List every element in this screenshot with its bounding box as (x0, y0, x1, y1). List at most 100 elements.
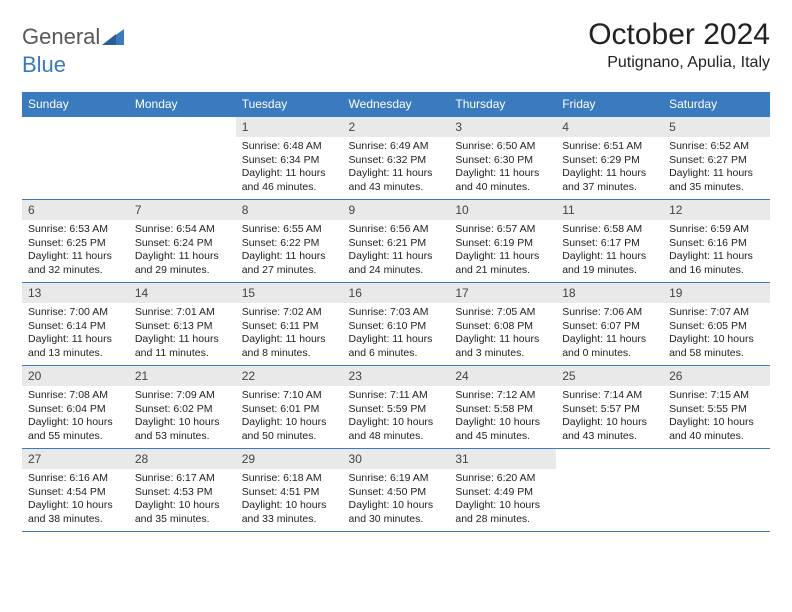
day-number: 8 (236, 200, 343, 220)
sunrise-text: Sunrise: 6:56 AM (349, 223, 444, 237)
calendar-cell: 22Sunrise: 7:10 AMSunset: 6:01 PMDayligh… (236, 366, 343, 449)
calendar-cell: 5Sunrise: 6:52 AMSunset: 6:27 PMDaylight… (663, 117, 770, 200)
day-details: Sunrise: 6:50 AMSunset: 6:30 PMDaylight:… (449, 137, 556, 199)
sunrise-text: Sunrise: 6:52 AM (669, 140, 764, 154)
sunrise-text: Sunrise: 7:03 AM (349, 306, 444, 320)
calendar-row: ..1Sunrise: 6:48 AMSunset: 6:34 PMDaylig… (22, 117, 770, 200)
sunrise-text: Sunrise: 7:09 AM (135, 389, 230, 403)
weekday-header: Wednesday (343, 92, 450, 117)
daylight-text: Daylight: 11 hours and 37 minutes. (562, 167, 657, 194)
sunset-text: Sunset: 6:05 PM (669, 320, 764, 334)
sunrise-text: Sunrise: 7:01 AM (135, 306, 230, 320)
day-details: Sunrise: 6:59 AMSunset: 6:16 PMDaylight:… (663, 220, 770, 282)
sunset-text: Sunset: 6:32 PM (349, 154, 444, 168)
daylight-text: Daylight: 10 hours and 55 minutes. (28, 416, 123, 443)
day-number: 24 (449, 366, 556, 386)
calendar-cell: 29Sunrise: 6:18 AMSunset: 4:51 PMDayligh… (236, 449, 343, 532)
daylight-text: Daylight: 11 hours and 13 minutes. (28, 333, 123, 360)
calendar-cell: 19Sunrise: 7:07 AMSunset: 6:05 PMDayligh… (663, 283, 770, 366)
sunrise-text: Sunrise: 6:58 AM (562, 223, 657, 237)
calendar-cell: 4Sunrise: 6:51 AMSunset: 6:29 PMDaylight… (556, 117, 663, 200)
day-details: Sunrise: 7:07 AMSunset: 6:05 PMDaylight:… (663, 303, 770, 365)
day-details: Sunrise: 6:52 AMSunset: 6:27 PMDaylight:… (663, 137, 770, 199)
calendar-cell: 20Sunrise: 7:08 AMSunset: 6:04 PMDayligh… (22, 366, 129, 449)
day-number: 9 (343, 200, 450, 220)
sunset-text: Sunset: 4:51 PM (242, 486, 337, 500)
daylight-text: Daylight: 10 hours and 58 minutes. (669, 333, 764, 360)
daylight-text: Daylight: 10 hours and 43 minutes. (562, 416, 657, 443)
sunset-text: Sunset: 6:27 PM (669, 154, 764, 168)
sunrise-text: Sunrise: 6:49 AM (349, 140, 444, 154)
calendar-cell: 24Sunrise: 7:12 AMSunset: 5:58 PMDayligh… (449, 366, 556, 449)
calendar-row: 13Sunrise: 7:00 AMSunset: 6:14 PMDayligh… (22, 283, 770, 366)
sunrise-text: Sunrise: 7:06 AM (562, 306, 657, 320)
sunset-text: Sunset: 6:30 PM (455, 154, 550, 168)
calendar-cell: 16Sunrise: 7:03 AMSunset: 6:10 PMDayligh… (343, 283, 450, 366)
daylight-text: Daylight: 11 hours and 6 minutes. (349, 333, 444, 360)
weekday-header: Saturday (663, 92, 770, 117)
calendar-cell: 28Sunrise: 6:17 AMSunset: 4:53 PMDayligh… (129, 449, 236, 532)
day-number: 23 (343, 366, 450, 386)
day-details: Sunrise: 6:58 AMSunset: 6:17 PMDaylight:… (556, 220, 663, 282)
weekday-header: Sunday (22, 92, 129, 117)
sunrise-text: Sunrise: 6:50 AM (455, 140, 550, 154)
sunrise-text: Sunrise: 7:05 AM (455, 306, 550, 320)
weekday-header: Friday (556, 92, 663, 117)
day-details: Sunrise: 7:09 AMSunset: 6:02 PMDaylight:… (129, 386, 236, 448)
day-number: 18 (556, 283, 663, 303)
day-number: 1 (236, 117, 343, 137)
sunrise-text: Sunrise: 6:48 AM (242, 140, 337, 154)
day-details: Sunrise: 7:05 AMSunset: 6:08 PMDaylight:… (449, 303, 556, 365)
calendar-cell: 3Sunrise: 6:50 AMSunset: 6:30 PMDaylight… (449, 117, 556, 200)
daylight-text: Daylight: 10 hours and 48 minutes. (349, 416, 444, 443)
sunrise-text: Sunrise: 7:15 AM (669, 389, 764, 403)
calendar-cell: 9Sunrise: 6:56 AMSunset: 6:21 PMDaylight… (343, 200, 450, 283)
day-number: 11 (556, 200, 663, 220)
daylight-text: Daylight: 10 hours and 35 minutes. (135, 499, 230, 526)
day-number: 22 (236, 366, 343, 386)
weekday-header: Monday (129, 92, 236, 117)
day-number: 14 (129, 283, 236, 303)
day-details: Sunrise: 6:16 AMSunset: 4:54 PMDaylight:… (22, 469, 129, 531)
sunrise-text: Sunrise: 6:55 AM (242, 223, 337, 237)
calendar-table: Sunday Monday Tuesday Wednesday Thursday… (22, 92, 770, 532)
day-number: 3 (449, 117, 556, 137)
sunrise-text: Sunrise: 6:19 AM (349, 472, 444, 486)
day-details: Sunrise: 6:54 AMSunset: 6:24 PMDaylight:… (129, 220, 236, 282)
day-details: Sunrise: 6:57 AMSunset: 6:19 PMDaylight:… (449, 220, 556, 282)
daylight-text: Daylight: 11 hours and 0 minutes. (562, 333, 657, 360)
sunset-text: Sunset: 5:57 PM (562, 403, 657, 417)
day-number: 12 (663, 200, 770, 220)
day-number: 19 (663, 283, 770, 303)
sunset-text: Sunset: 6:08 PM (455, 320, 550, 334)
calendar-cell: 8Sunrise: 6:55 AMSunset: 6:22 PMDaylight… (236, 200, 343, 283)
day-details: Sunrise: 7:08 AMSunset: 6:04 PMDaylight:… (22, 386, 129, 448)
sunrise-text: Sunrise: 6:53 AM (28, 223, 123, 237)
calendar-cell: 7Sunrise: 6:54 AMSunset: 6:24 PMDaylight… (129, 200, 236, 283)
sunrise-text: Sunrise: 7:11 AM (349, 389, 444, 403)
sunset-text: Sunset: 4:50 PM (349, 486, 444, 500)
day-number: 5 (663, 117, 770, 137)
sunrise-text: Sunrise: 7:12 AM (455, 389, 550, 403)
daylight-text: Daylight: 10 hours and 40 minutes. (669, 416, 764, 443)
day-number: 27 (22, 449, 129, 469)
sunrise-text: Sunrise: 6:17 AM (135, 472, 230, 486)
day-number: 4 (556, 117, 663, 137)
day-number: 2 (343, 117, 450, 137)
daylight-text: Daylight: 11 hours and 40 minutes. (455, 167, 550, 194)
sunset-text: Sunset: 6:25 PM (28, 237, 123, 251)
sunrise-text: Sunrise: 7:02 AM (242, 306, 337, 320)
sunset-text: Sunset: 6:07 PM (562, 320, 657, 334)
day-details: Sunrise: 7:01 AMSunset: 6:13 PMDaylight:… (129, 303, 236, 365)
calendar-row: 20Sunrise: 7:08 AMSunset: 6:04 PMDayligh… (22, 366, 770, 449)
sunrise-text: Sunrise: 6:59 AM (669, 223, 764, 237)
day-number: 28 (129, 449, 236, 469)
daylight-text: Daylight: 10 hours and 53 minutes. (135, 416, 230, 443)
day-number: 15 (236, 283, 343, 303)
calendar-row: 27Sunrise: 6:16 AMSunset: 4:54 PMDayligh… (22, 449, 770, 532)
sunset-text: Sunset: 6:17 PM (562, 237, 657, 251)
calendar-cell: 10Sunrise: 6:57 AMSunset: 6:19 PMDayligh… (449, 200, 556, 283)
day-details: Sunrise: 6:17 AMSunset: 4:53 PMDaylight:… (129, 469, 236, 531)
day-number: 7 (129, 200, 236, 220)
daylight-text: Daylight: 11 hours and 46 minutes. (242, 167, 337, 194)
